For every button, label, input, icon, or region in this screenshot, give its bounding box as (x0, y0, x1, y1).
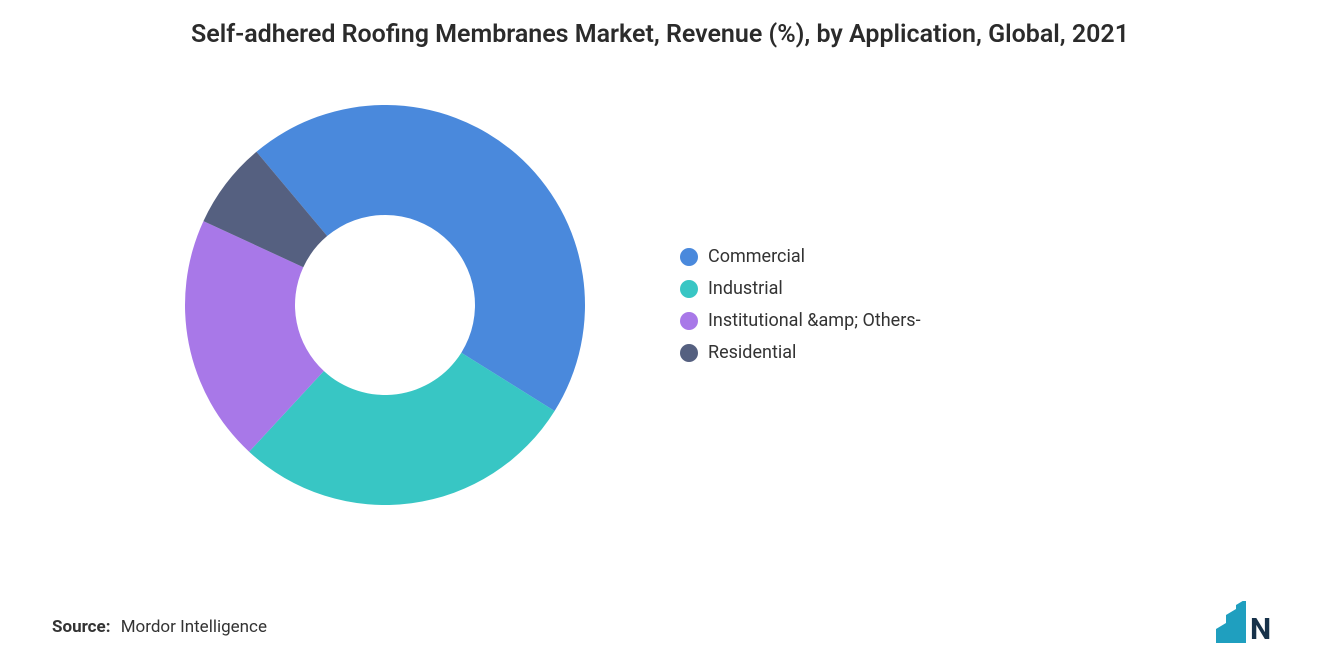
legend: Commercial Industrial Institutional &amp; … (680, 246, 921, 363)
legend-item: Residential (680, 342, 921, 363)
brand-logo: N (1214, 601, 1282, 643)
source-line: Source: Mordor Intelligence (52, 617, 267, 637)
legend-label: Commercial (708, 246, 805, 267)
legend-label: Industrial (708, 278, 783, 299)
legend-swatch (680, 344, 698, 362)
donut-chart (170, 90, 600, 520)
chart-card: Self-adhered Roofing Membranes Market, R… (0, 0, 1320, 665)
legend-swatch (680, 280, 698, 298)
legend-swatch (680, 248, 698, 266)
legend-label: Institutional &amp; Others- (708, 310, 921, 331)
svg-text:N: N (1250, 612, 1270, 643)
legend-item: Commercial (680, 246, 921, 267)
legend-item: Institutional &amp; Others- (680, 310, 921, 331)
legend-item: Industrial (680, 278, 921, 299)
legend-swatch (680, 312, 698, 330)
source-value: Mordor Intelligence (121, 617, 267, 637)
source-label: Source: (52, 617, 110, 637)
chart-content: Commercial Industrial Institutional &amp; … (40, 70, 1280, 540)
chart-title: Self-adhered Roofing Membranes Market, R… (180, 18, 1140, 52)
legend-label: Residential (708, 342, 796, 363)
donut-svg (170, 90, 600, 520)
